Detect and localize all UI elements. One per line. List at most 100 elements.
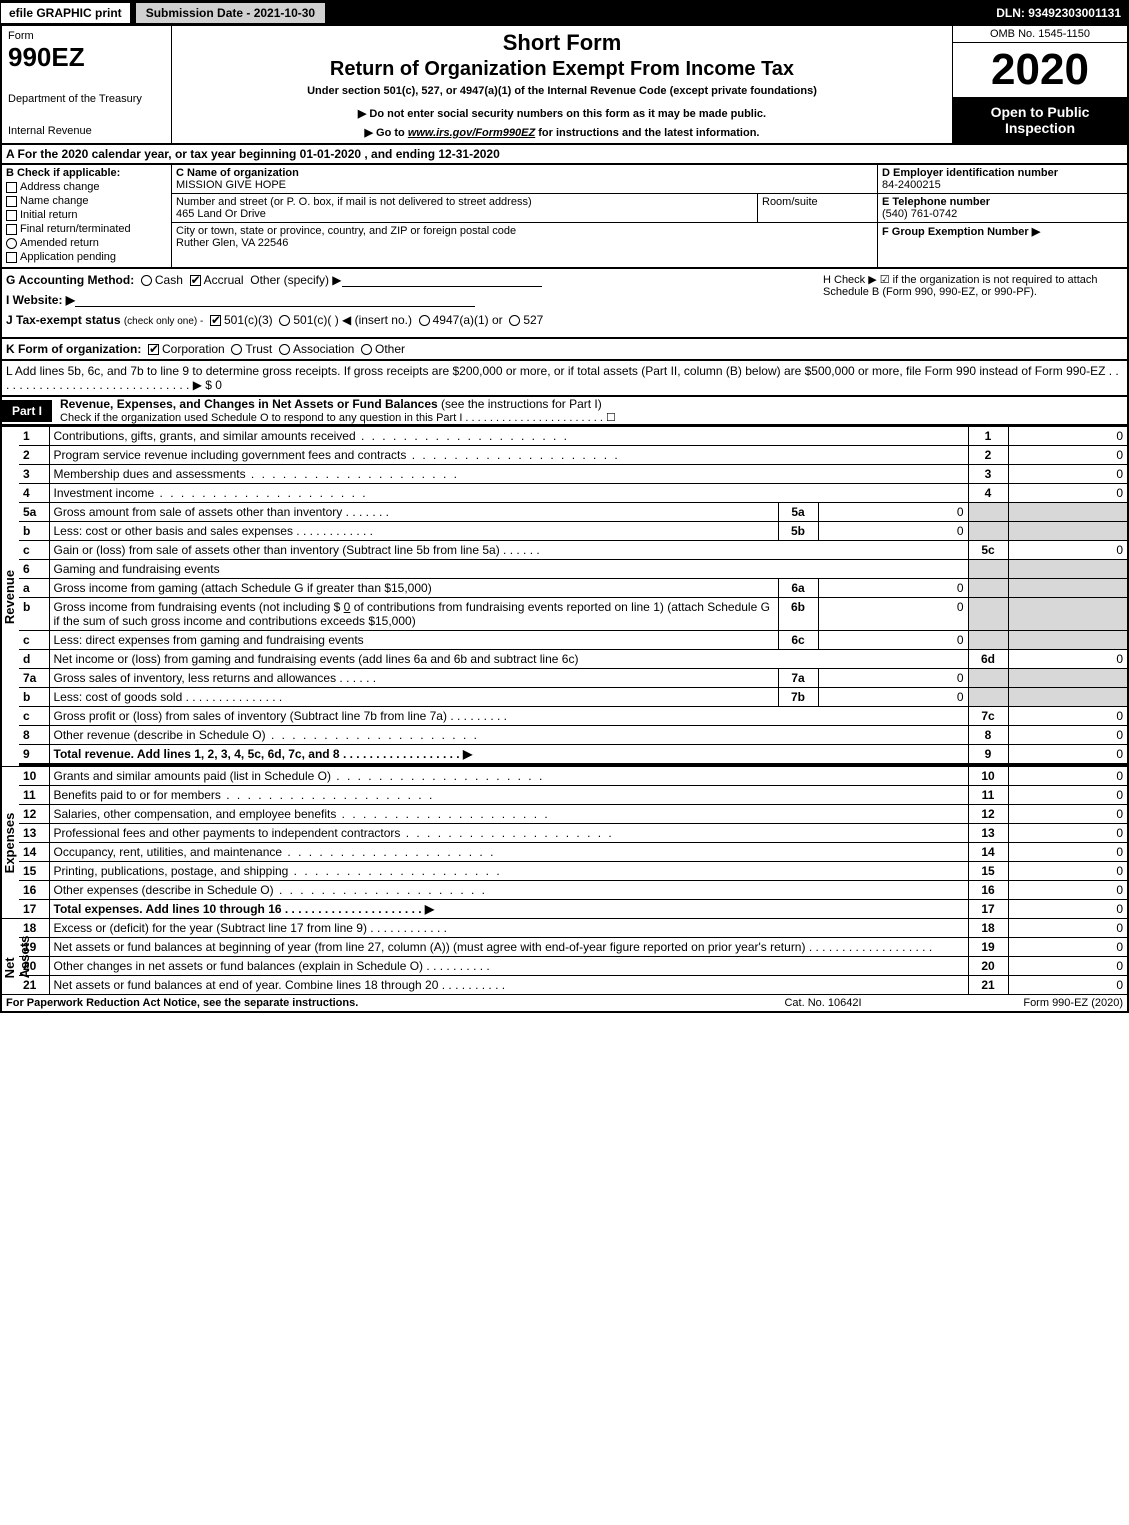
line-3: 3 Membership dues and assessments 3 0 (1, 465, 1128, 484)
line-5a: 5a Gross amount from sale of assets othe… (1, 503, 1128, 522)
part-1-title: Revenue, Expenses, and Changes in Net As… (60, 397, 438, 411)
goto-instructions: ▶ Go to www.irs.gov/Form990EZ for instru… (180, 126, 944, 139)
line-14: 14 Occupancy, rent, utilities, and maint… (1, 843, 1128, 862)
submission-date: Submission Date - 2021-10-30 (135, 2, 326, 24)
section-i: I Website: ▶ (6, 293, 823, 307)
line-21: 21 Net assets or fund balances at end of… (1, 976, 1128, 995)
section-k: K Form of organization: Corporation Trus… (0, 339, 1129, 361)
open-to-public: Open to Public Inspection (953, 98, 1127, 143)
header-right: OMB No. 1545-1150 2020 Open to Public In… (952, 26, 1127, 143)
line-4: 4 Investment income 4 0 (1, 484, 1128, 503)
line-12: 12 Salaries, other compensation, and emp… (1, 805, 1128, 824)
rad-cash[interactable] (141, 275, 152, 286)
cb-address-change[interactable]: Address change (6, 181, 167, 193)
irs-link[interactable]: www.irs.gov/Form990EZ (408, 127, 535, 139)
efile-print-button[interactable]: efile GRAPHIC print (0, 2, 131, 24)
under-section-note: Under section 501(c), 527, or 4947(a)(1)… (180, 85, 944, 97)
org-name: MISSION GIVE HOPE (176, 179, 873, 191)
phone-label: E Telephone number (882, 196, 1123, 208)
line-20: 20 Other changes in net assets or fund b… (1, 957, 1128, 976)
line-6a: a Gross income from gaming (attach Sched… (1, 579, 1128, 598)
line-6b: b Gross income from fundraising events (… (1, 598, 1128, 631)
header-center: Short Form Return of Organization Exempt… (172, 26, 952, 143)
form-number: 990EZ (8, 42, 165, 73)
line-19: 19 Net assets or fund balances at beginn… (1, 938, 1128, 957)
cb-initial-return[interactable]: Initial return (6, 209, 167, 221)
rad-527[interactable] (509, 315, 520, 326)
line-18: Net Assets 18 Excess or (deficit) for th… (1, 919, 1128, 938)
rad-other-org[interactable] (361, 344, 372, 355)
org-name-label: C Name of organization (176, 167, 873, 179)
cb-name-change[interactable]: Name change (6, 195, 167, 207)
rad-4947[interactable] (419, 315, 430, 326)
netassets-side-label: Net Assets (2, 935, 32, 978)
internal-revenue: Internal Revenue (8, 125, 165, 137)
cb-amended-return[interactable]: Amended return (6, 237, 167, 249)
top-bar: efile GRAPHIC print Submission Date - 20… (0, 0, 1129, 26)
line-11: 11 Benefits paid to or for members 11 0 (1, 786, 1128, 805)
part-1-check-note: Check if the organization used Schedule … (60, 411, 616, 424)
tax-year: 2020 (953, 43, 1127, 98)
ein-label: D Employer identification number (882, 167, 1123, 179)
part-1-header: Part I Revenue, Expenses, and Changes in… (0, 397, 1129, 426)
goto-suffix: for instructions and the latest informat… (535, 127, 759, 139)
section-ghij: G Accounting Method: Cash Accrual Other … (0, 269, 1129, 339)
rad-trust[interactable] (231, 344, 242, 355)
line-5b: b Less: cost or other basis and sales ex… (1, 522, 1128, 541)
line-10: Expenses 10 Grants and similar amounts p… (1, 767, 1128, 786)
line-6d: d Net income or (loss) from gaming and f… (1, 650, 1128, 669)
section-c: C Name of organization MISSION GIVE HOPE… (172, 165, 877, 267)
line-9: 9 Total revenue. Add lines 1, 2, 3, 4, 5… (1, 745, 1128, 765)
rad-association[interactable] (279, 344, 290, 355)
cat-number: Cat. No. 10642I (723, 997, 923, 1009)
line-17: 17 Total expenses. Add lines 10 through … (1, 900, 1128, 919)
cb-final-return[interactable]: Final return/terminated (6, 223, 167, 235)
rad-501c[interactable] (279, 315, 290, 326)
line-16: 16 Other expenses (describe in Schedule … (1, 881, 1128, 900)
section-h: H Check ▶ ☑ if the organization is not r… (823, 273, 1123, 333)
line-7a: 7a Gross sales of inventory, less return… (1, 669, 1128, 688)
form-title: Return of Organization Exempt From Incom… (180, 58, 944, 81)
short-form-title: Short Form (180, 30, 944, 56)
phone-value: (540) 761-0742 (882, 208, 1123, 220)
part-1-subtitle: (see the instructions for Part I) (441, 397, 602, 411)
line-6c: c Less: direct expenses from gaming and … (1, 631, 1128, 650)
cb-accrual[interactable] (190, 275, 201, 286)
cb-corporation[interactable] (148, 344, 159, 355)
ein-value: 84-2400215 (882, 179, 1123, 191)
part-1-label: Part I (2, 400, 52, 422)
form-label: Form (8, 30, 165, 42)
city-value: Ruther Glen, VA 22546 (176, 237, 873, 249)
info-grid: B Check if applicable: Address change Na… (0, 165, 1129, 269)
expenses-side-label: Expenses (2, 812, 17, 873)
line-8: 8 Other revenue (describe in Schedule O)… (1, 726, 1128, 745)
cb-501c3[interactable] (210, 315, 221, 326)
cb-application-pending[interactable]: Application pending (6, 251, 167, 263)
section-j: J Tax-exempt status (check only one) - 5… (6, 313, 823, 327)
section-a-tax-year: A For the 2020 calendar year, or tax yea… (0, 145, 1129, 165)
department-treasury: Department of the Treasury (8, 93, 165, 105)
line-1: Revenue 1 Contributions, gifts, grants, … (1, 427, 1128, 446)
room-label: Room/suite (762, 196, 873, 208)
form-version: Form 990-EZ (2020) (923, 997, 1123, 1009)
line-2: 2 Program service revenue including gove… (1, 446, 1128, 465)
omb-number: OMB No. 1545-1150 (953, 26, 1127, 43)
line-6: 6 Gaming and fundraising events (1, 560, 1128, 579)
group-exemption-label: F Group Exemption Number ▶ (882, 225, 1123, 238)
page-footer: For Paperwork Reduction Act Notice, see … (0, 995, 1129, 1013)
line-15: 15 Printing, publications, postage, and … (1, 862, 1128, 881)
info-right-column: D Employer identification number 84-2400… (877, 165, 1127, 267)
section-g: G Accounting Method: Cash Accrual Other … (6, 273, 823, 287)
revenue-side-label: Revenue (2, 569, 17, 623)
header-left: Form 990EZ Department of the Treasury In… (2, 26, 172, 143)
street-value: 465 Land Or Drive (176, 208, 753, 220)
section-b-label: B Check if applicable: (6, 167, 167, 179)
line-5c: c Gain or (loss) from sale of assets oth… (1, 541, 1128, 560)
line-13: 13 Professional fees and other payments … (1, 824, 1128, 843)
goto-prefix: ▶ Go to (365, 127, 408, 139)
city-label: City or town, state or province, country… (176, 225, 873, 237)
part-1-table: Revenue 1 Contributions, gifts, grants, … (0, 426, 1129, 995)
line-7b: b Less: cost of goods sold . . . . . . .… (1, 688, 1128, 707)
section-l: L Add lines 5b, 6c, and 7b to line 9 to … (0, 361, 1129, 397)
ssn-warning: ▶ Do not enter social security numbers o… (180, 107, 944, 120)
